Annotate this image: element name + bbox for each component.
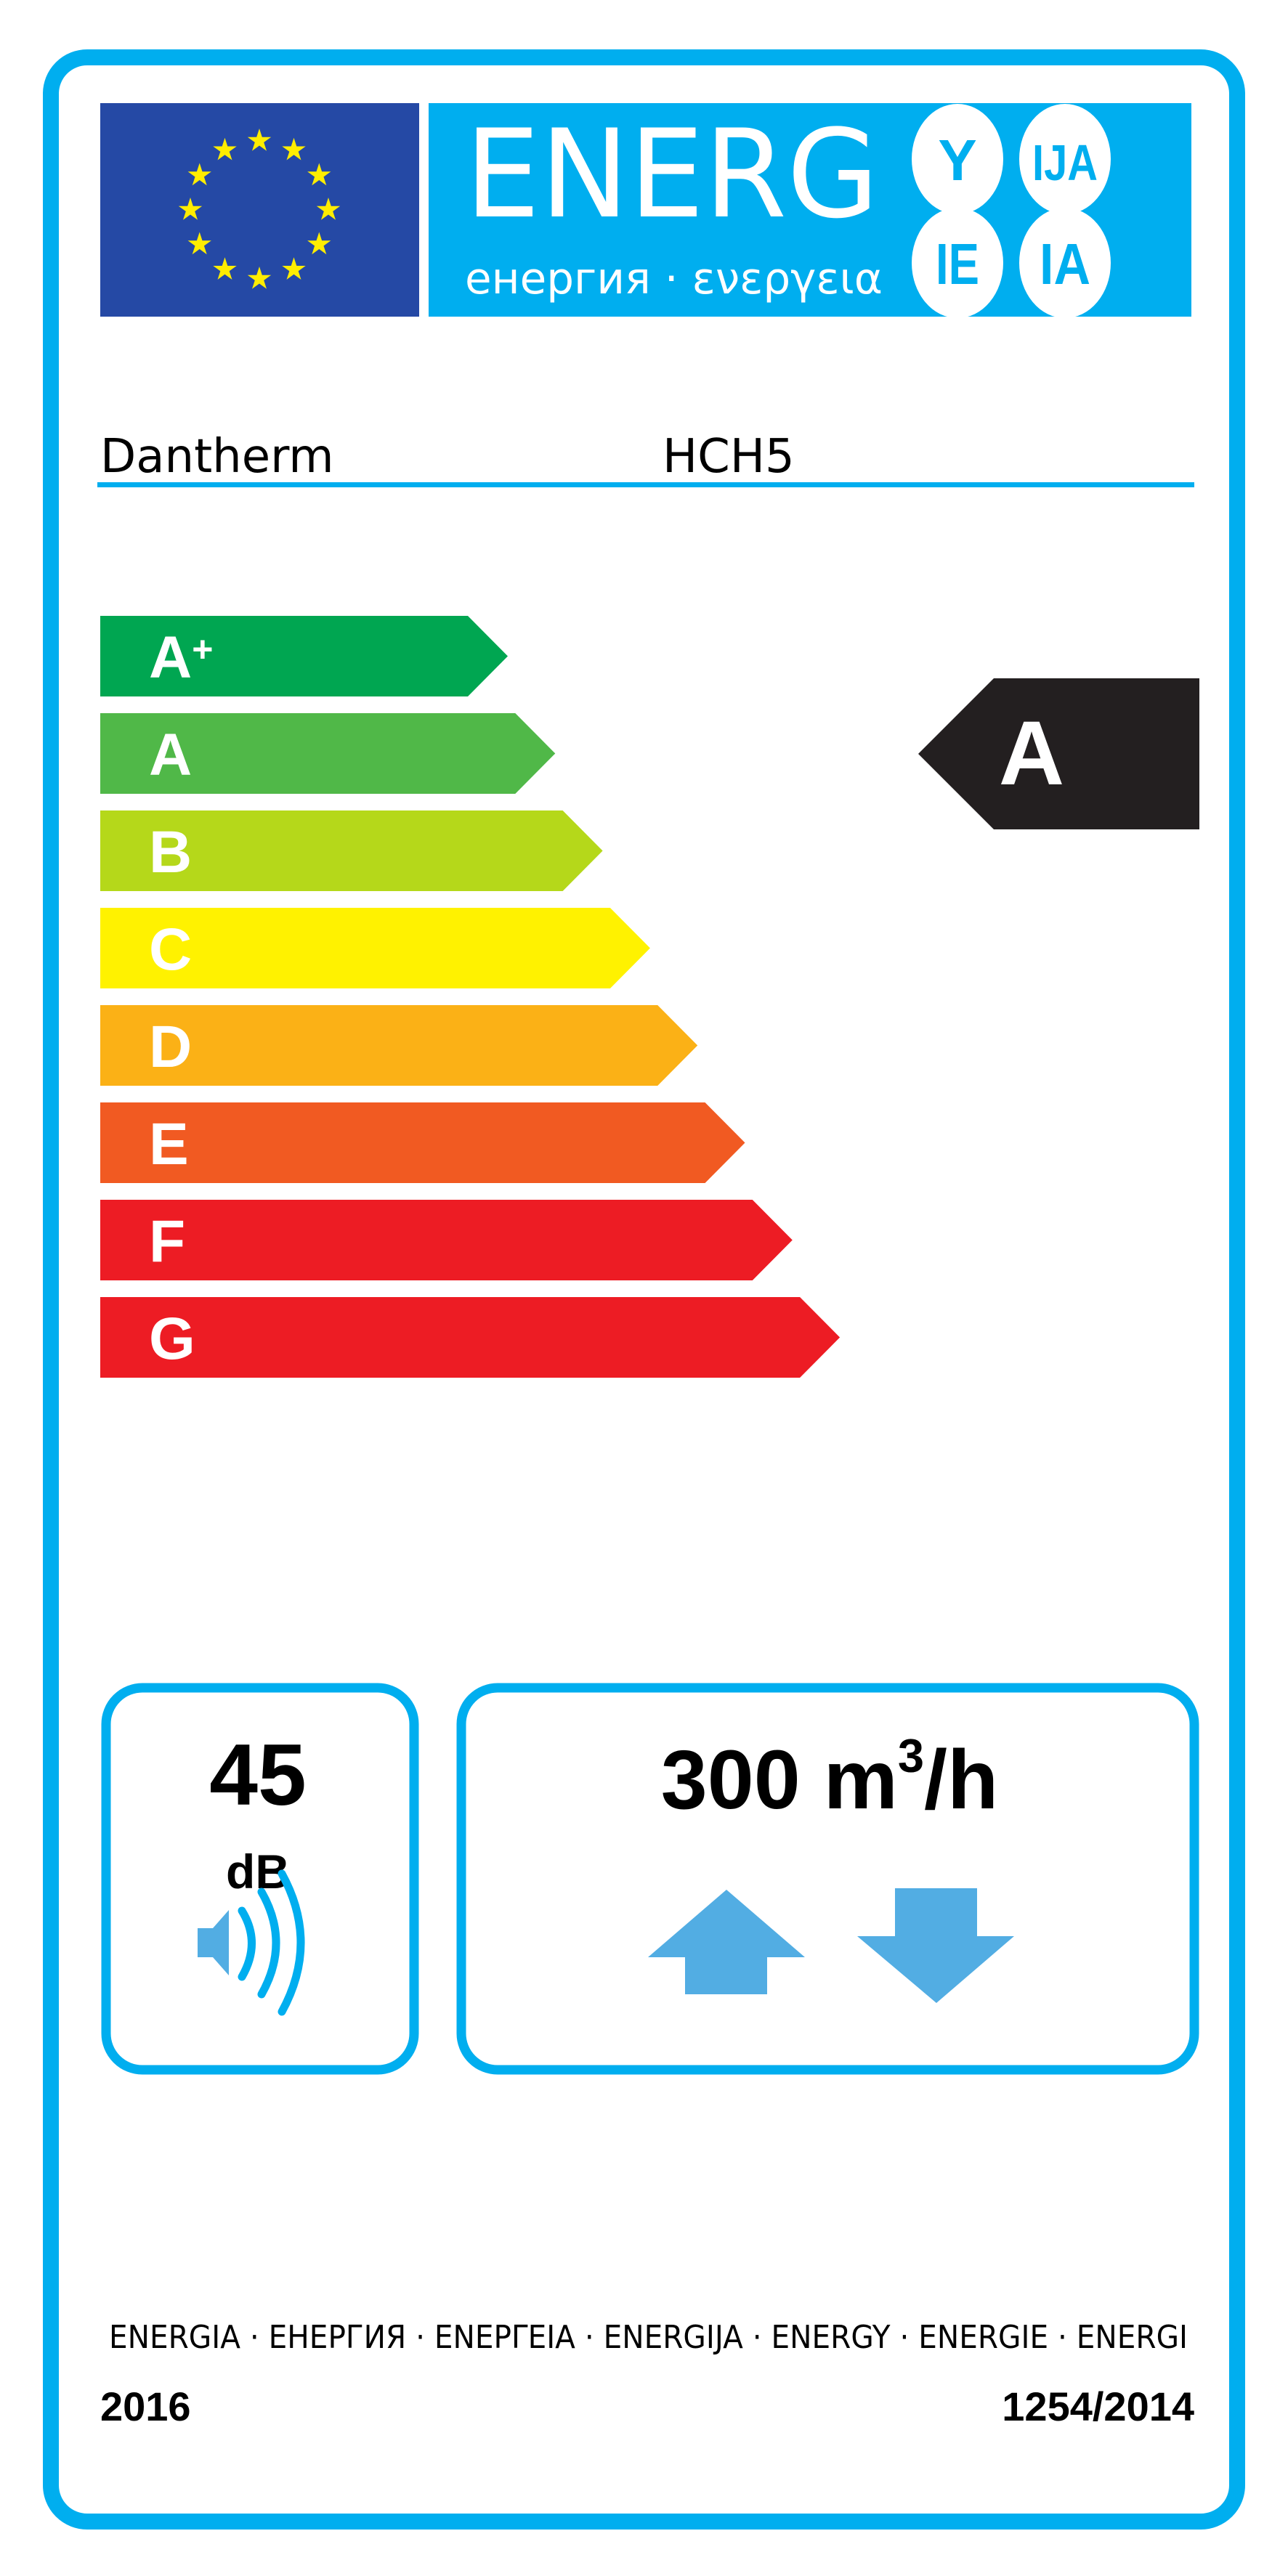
star-icon [282,257,306,280]
eu-flag [100,103,419,317]
energy-subtitle: енергия · ενεργεια [465,253,883,304]
energy-word: ENERG [465,103,879,245]
scale-bar-c: C [100,908,650,988]
star-icon [307,232,331,255]
label-border [43,49,1245,2530]
scale-bar-e: E [100,1102,745,1183]
scale-bar-label: G [149,1306,195,1372]
rating-letter: A [999,703,1064,804]
noise-box: 45 dB [101,1683,419,2075]
scale-bar-label: B [149,819,192,885]
header-divider [97,482,1194,487]
suffix-ia: IA [1019,208,1111,318]
star-icon [187,163,211,186]
star-icon [307,163,331,186]
footer-languages: ENERGIA · ЕНЕРГИЯ · ΕΝΕΡΓΕΙΑ · ENERGIJA … [109,2319,1188,2356]
suffix-ija: IJA [1019,104,1111,214]
svg-text:IA: IA [1040,232,1090,296]
star-icon [247,129,272,151]
scale-bar-a-plus: A+ [100,616,508,696]
star-icon [213,257,237,280]
airflow-box: 300 m3/h [456,1683,1199,2075]
svg-text:IJA: IJA [1032,134,1098,191]
model-name: HCH5 [663,430,795,484]
scale-bar-label: D [149,1014,192,1080]
footer-year: 2016 [100,2384,191,2429]
scale-bar-d: D [100,1005,698,1086]
scale-bar-label: A+ [149,625,213,691]
star-icon [316,198,341,220]
scale-bar-a: A [100,713,556,794]
noise-value: 45 [209,1726,306,1824]
energy-banner: ENERG енергия · ενεργεια Y IJA IE IA [429,103,1191,318]
supplier-name: Dantherm [100,430,334,484]
scale-bar-b: B [100,810,603,891]
star-icon [178,198,203,220]
scale-bar-label: F [149,1208,185,1275]
scale-bar-label: E [149,1111,189,1177]
star-icon [282,137,306,161]
arrow-up-icon [648,1890,805,1994]
scale-bar-f: F [100,1200,793,1280]
footer-regulation: 1254/2014 [1002,2384,1194,2429]
speaker-sound-icon [198,1869,305,2016]
star-icon [213,137,237,161]
suffix-ie: IE [912,208,1003,318]
scale-bar-label: A [149,722,192,788]
suffix-y: Y [912,104,1003,214]
scale-bar-label: C [149,917,192,983]
rating-arrow: A [918,678,1199,829]
svg-text:IE: IE [936,232,979,296]
scale-bar-g: G [100,1297,841,1378]
arrow-down-icon [857,1888,1014,2003]
star-icon [247,267,272,289]
svg-text:Y: Y [938,128,976,192]
airflow-value: 300 m3/h [661,1729,998,1827]
eu-stars [178,129,341,289]
star-icon [187,232,211,255]
